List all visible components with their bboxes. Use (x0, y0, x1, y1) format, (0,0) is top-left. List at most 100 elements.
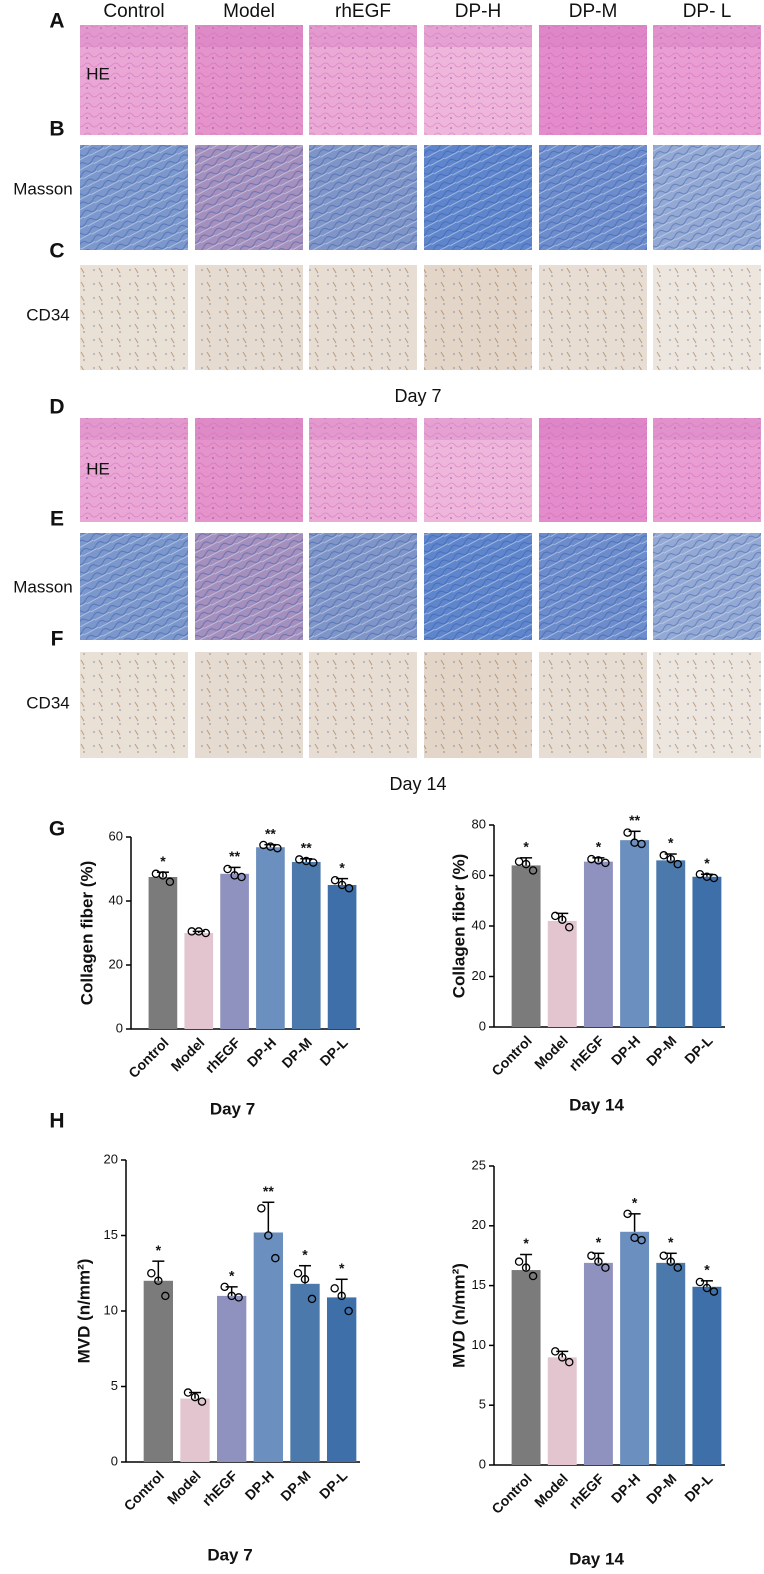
x-tick-label: DP-H (244, 1034, 280, 1070)
bar (148, 877, 178, 1029)
y-tick-label: 20 (472, 968, 486, 983)
y-tick-label: 20 (472, 1217, 486, 1232)
micrograph-texture (424, 145, 532, 250)
panel-letter: E (50, 508, 64, 531)
column-label: Control (103, 1, 164, 22)
x-axis-label: Day 7 (210, 1099, 255, 1118)
epidermis (539, 25, 647, 47)
micrograph-texture (539, 652, 647, 758)
micrograph-texture (80, 652, 188, 758)
significance: * (596, 1234, 602, 1250)
panel-letter: H (49, 1110, 64, 1133)
x-tick-label: Model (168, 1034, 208, 1074)
data-point (551, 1347, 560, 1356)
micrograph-texture (309, 145, 417, 250)
bar (217, 1295, 247, 1462)
data-point (587, 854, 596, 864)
micrograph-texture (653, 145, 761, 250)
bar (692, 876, 722, 1027)
epidermis (80, 418, 188, 440)
epidermis (539, 418, 647, 440)
micrograph-texture (195, 25, 303, 135)
y-tick-label: 40 (472, 917, 486, 932)
micrograph-texture (653, 265, 761, 370)
x-tick-label: rhEGF (199, 1467, 241, 1509)
x-tick-label: Control (125, 1034, 172, 1081)
micrograph-texture (539, 145, 647, 250)
significance: * (668, 835, 674, 851)
x-tick-label: Control (488, 1470, 535, 1517)
panel-letter: G (49, 818, 65, 841)
day-label: Day 7 (394, 386, 441, 406)
micrograph-texture (309, 533, 417, 640)
y-axis-label: Collagen fiber (%) (449, 854, 468, 999)
epidermis (653, 418, 761, 440)
data-point (695, 1277, 705, 1287)
micrograph-texture (195, 418, 303, 522)
x-tick-label: DP-M (643, 1032, 680, 1069)
data-point (558, 915, 567, 924)
row-label: Masson (13, 577, 73, 596)
significance: * (302, 1246, 308, 1262)
micrograph-texture (653, 418, 761, 522)
data-point (666, 854, 676, 864)
data-point (264, 1231, 273, 1240)
row-label: CD34 (26, 693, 69, 712)
epidermis (653, 25, 761, 47)
x-tick-label: Control (121, 1467, 168, 1514)
panel-letter: A (49, 10, 64, 33)
micrograph-texture (195, 533, 303, 640)
micrograph-texture (424, 418, 532, 522)
data-point (165, 877, 175, 887)
micrograph-texture (195, 145, 303, 250)
epidermis (424, 418, 532, 440)
x-tick-label: rhEGF (566, 1032, 608, 1074)
x-tick-label: DP-H (608, 1032, 644, 1068)
micrograph-texture (653, 652, 761, 758)
micrograph-texture (653, 533, 761, 640)
epidermis (80, 25, 188, 47)
data-point (666, 1257, 676, 1266)
micrograph-texture (539, 25, 647, 135)
bar (620, 840, 650, 1027)
significance: ** (263, 1183, 274, 1199)
data-point (659, 851, 669, 860)
row-label: Masson (13, 179, 73, 198)
data-point (521, 1263, 531, 1272)
data-point (300, 1275, 310, 1284)
significance: * (160, 853, 166, 869)
epidermis (424, 25, 532, 47)
data-point (201, 928, 210, 938)
micrograph-texture (539, 265, 647, 370)
data-point (337, 880, 347, 890)
bar (256, 847, 285, 1029)
y-axis-label: MVD (n/mm²) (74, 1259, 93, 1364)
data-point (521, 859, 531, 869)
y-tick-label: 20 (109, 956, 123, 971)
bar (656, 1262, 686, 1465)
x-tick-label: DP-M (278, 1034, 315, 1071)
epidermis (195, 25, 303, 47)
row-label: HE (86, 64, 110, 83)
data-point (183, 1388, 193, 1397)
x-tick-label: rhEGF (202, 1034, 244, 1076)
x-tick-label: DP-L (316, 1467, 351, 1502)
epidermis (309, 25, 417, 47)
data-point (637, 1235, 646, 1245)
micrograph-texture (424, 265, 532, 370)
panel-letter: B (49, 118, 64, 141)
y-tick-label: 80 (472, 816, 486, 831)
data-point (565, 1357, 574, 1367)
bar (327, 1297, 357, 1462)
data-point (273, 843, 282, 853)
data-point (330, 1284, 339, 1293)
y-tick-label: 60 (109, 828, 123, 843)
data-point (344, 883, 354, 893)
data-point (565, 923, 574, 932)
data-point (271, 1253, 280, 1263)
y-tick-label: 25 (472, 1157, 486, 1172)
significance: ** (265, 825, 276, 841)
x-tick-label: DP-L (681, 1032, 716, 1067)
data-point (514, 1257, 524, 1266)
